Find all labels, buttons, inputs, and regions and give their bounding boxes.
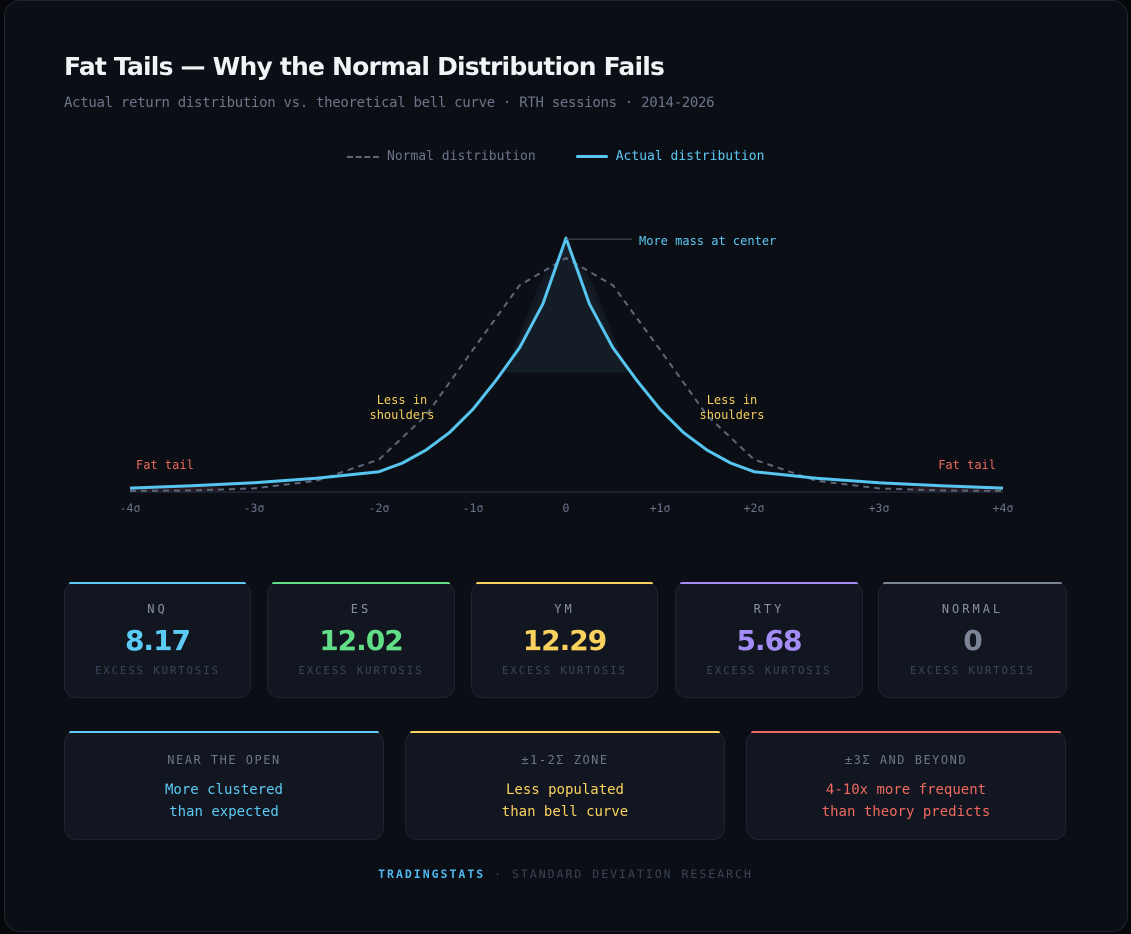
annotation-tail-right: Fat tail (938, 458, 996, 472)
x-tick-label: -2σ (369, 501, 390, 515)
annotation-tail-left: Fat tail (136, 458, 194, 472)
stat-card-ym: YM 12.29 EXCESS KURTOSIS (471, 582, 658, 698)
stat-value: 0 (963, 624, 982, 657)
annotation-line: Less in (377, 393, 428, 407)
stat-label: EXCESS KURTOSIS (502, 665, 627, 677)
zone-description: 4-10x more frequent than theory predicts (821, 782, 991, 820)
zone-description: More clustered than expected (164, 782, 283, 820)
stat-label: EXCESS KURTOSIS (910, 665, 1035, 677)
annotation-shoulder-left: Less in shoulders (369, 393, 434, 422)
chart-legend: Normal distribution Actual distribution (347, 149, 764, 164)
legend-swatch-solid (575, 155, 608, 158)
stat-value: 12.29 (522, 624, 608, 657)
accent-bar (476, 582, 653, 584)
stat-label: EXCESS KURTOSIS (298, 665, 424, 677)
legend-label-actual: Actual distribution (615, 149, 765, 164)
tail-shade-left (130, 487, 220, 491)
footer: TRADINGSTATS · STANDARD DEVIATION RESEAR… (0, 867, 1131, 881)
accent-bar (69, 731, 379, 733)
legend-label-normal: Normal distribution (387, 149, 536, 164)
x-tick-label: +1σ (650, 501, 671, 515)
footer-brand: TRADINGSTATS (378, 867, 486, 881)
stat-label: EXCESS KURTOSIS (706, 665, 832, 677)
x-tick-label: -3σ (244, 501, 265, 515)
stat-card-normal: NORMAL 0 EXCESS KURTOSIS (878, 582, 1067, 698)
page-title: Fat Tails — Why the Normal Distribution … (64, 52, 665, 81)
zone-title: ±3Σ AND BEYOND (844, 753, 968, 767)
accent-bar (751, 731, 1061, 733)
x-tick-label: -4σ (120, 501, 141, 515)
zone-card-2: ±1-2Σ ZONE Less populated than bell curv… (405, 731, 725, 840)
series-line-normal (129, 257, 1004, 492)
stat-ticker: NQ (147, 602, 168, 616)
tail-shade-right (913, 487, 1003, 491)
legend-swatch-dashed (347, 155, 379, 158)
x-tick-label: -1σ (463, 501, 484, 515)
x-tick-label: 0 (563, 501, 570, 515)
accent-bar (410, 731, 720, 733)
x-tick-label: +3σ (869, 501, 890, 515)
series-line-actual (129, 236, 1004, 490)
annotation-line: shoulders (369, 408, 434, 422)
zone-title: ±1-2Σ ZONE (521, 753, 609, 767)
zone-title: NEAR THE OPEN (167, 753, 281, 767)
stat-ticker: RTY (753, 602, 785, 616)
accent-bar (69, 582, 246, 584)
accent-bar (272, 582, 450, 584)
stat-label: EXCESS KURTOSIS (95, 665, 220, 677)
zone-card-3: ±3Σ AND BEYOND 4-10x more frequent than … (746, 731, 1066, 840)
annotation-shoulder-right: Less in shoulders (699, 393, 764, 422)
footer-separator: · (485, 867, 512, 881)
annotation-line: shoulders (699, 408, 764, 422)
legend-item-actual: Actual distribution (575, 149, 765, 164)
stat-value: 12.02 (319, 624, 404, 657)
x-tick-label: +4σ (993, 501, 1014, 515)
stat-ticker: YM (554, 602, 575, 616)
stat-value: 8.17 (124, 624, 191, 657)
stat-card-es: ES 12.02 EXCESS KURTOSIS (267, 582, 455, 698)
stat-card-nq: NQ 8.17 EXCESS KURTOSIS (64, 582, 251, 698)
zone-card-1: NEAR THE OPEN More clustered than expect… (64, 731, 384, 840)
center-glow (504, 257, 629, 373)
stat-value: 5.68 (736, 624, 802, 657)
x-tick-label: +2σ (744, 501, 765, 515)
zone-description: Less populated than bell curve (501, 782, 629, 820)
annotation-line: Less in (707, 393, 758, 407)
accent-bar (680, 582, 858, 584)
stat-ticker: ES (350, 602, 372, 616)
stat-card-rty: RTY 5.68 EXCESS KURTOSIS (675, 582, 863, 698)
legend-item-normal: Normal distribution (347, 149, 536, 164)
distribution-chart: -4σ -3σ -2σ -1σ 0 +1σ +2σ +3σ +4σ More mass at ce… (120, 234, 1014, 515)
annotation-center: More mass at center (639, 234, 776, 248)
page-subtitle: Actual return distribution vs. theoretic… (64, 95, 715, 111)
stat-ticker: NORMAL (941, 602, 1004, 616)
accent-bar (883, 582, 1062, 584)
footer-text: STANDARD DEVIATION RESEARCH (511, 867, 753, 881)
